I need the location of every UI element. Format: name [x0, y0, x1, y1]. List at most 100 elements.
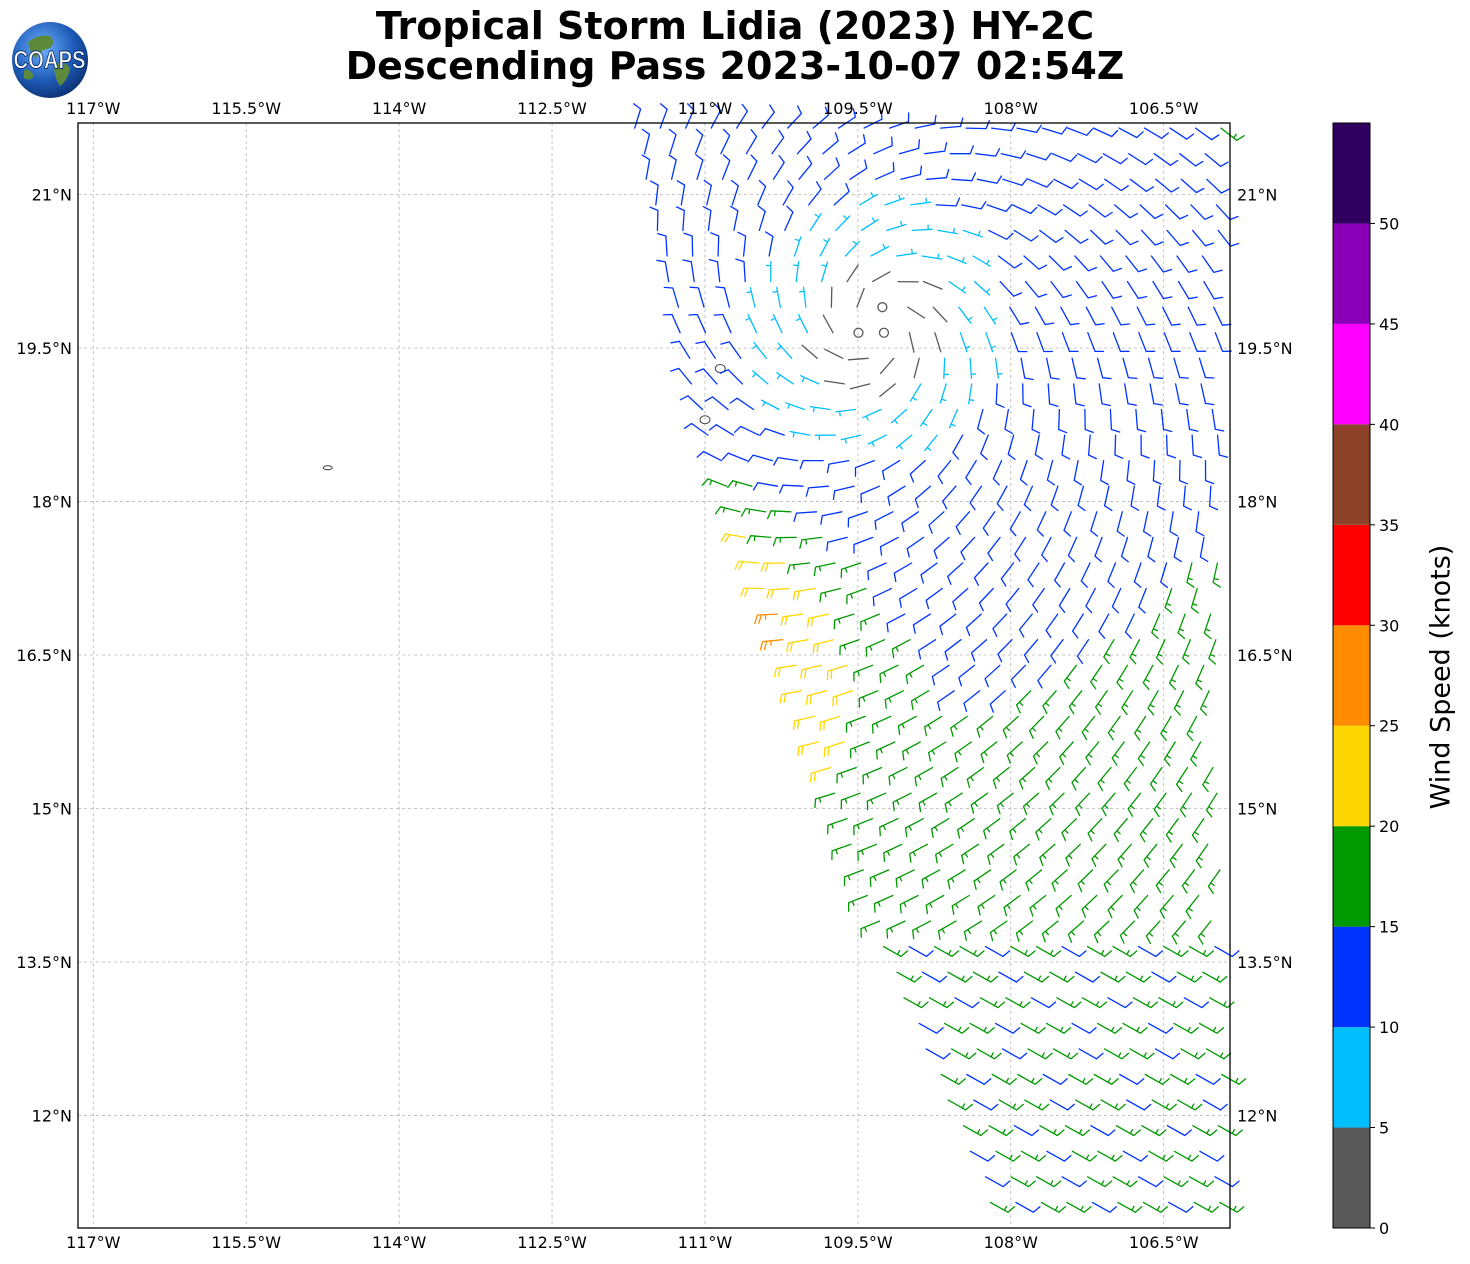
wind-barb	[1156, 485, 1166, 511]
wind-barb	[965, 459, 977, 486]
wind-barb	[745, 313, 758, 334]
wind-barb	[1078, 1048, 1104, 1060]
wind-barb	[715, 506, 741, 515]
wind-barb	[1137, 741, 1151, 767]
wind-barb	[860, 920, 881, 938]
wind-barb	[1101, 280, 1123, 299]
wind-barb	[962, 1125, 989, 1137]
wind-barb	[1029, 894, 1047, 917]
wind-barb	[903, 997, 929, 1009]
wind-barb	[1066, 1201, 1092, 1213]
wind-barb	[1058, 408, 1068, 434]
wind-barb	[735, 258, 746, 283]
wind-barb	[1126, 1099, 1152, 1111]
wind-barb	[1009, 818, 1026, 841]
wind-barb	[780, 613, 804, 626]
wind-barb	[847, 894, 868, 912]
wind-barb	[1206, 178, 1230, 194]
wind-barb	[1076, 639, 1090, 664]
wind-barb	[1150, 255, 1173, 273]
wind-barb	[1002, 177, 1028, 186]
wind-barb	[1020, 1150, 1047, 1162]
wind-barb	[1195, 843, 1209, 869]
wind-barb	[1120, 536, 1129, 563]
wind-barb	[1147, 357, 1164, 379]
lon-tick-label-bottom: 106.5°W	[1129, 1233, 1199, 1252]
wind-barb	[1158, 997, 1184, 1009]
wind-barb	[708, 258, 721, 283]
wind-barb	[1063, 664, 1078, 690]
wind-barb	[773, 664, 797, 678]
wind-barb	[1116, 511, 1125, 537]
wind-barb	[839, 639, 860, 656]
wind-barb	[891, 639, 911, 659]
wind-barb-calm	[877, 302, 888, 313]
wind-barb	[976, 1048, 1002, 1060]
wind-barb	[984, 945, 1011, 958]
axis-labels: 117°W 117°W 115.5°W 115.5°W 114°W 114°W 112.5°…	[16, 99, 1292, 1252]
wind-barb	[1155, 178, 1180, 193]
wind-barb	[1180, 178, 1205, 194]
wind-barb	[1202, 1099, 1228, 1111]
wind-barb	[805, 485, 830, 497]
wind-barb	[918, 1022, 944, 1034]
wind-barb	[925, 1048, 951, 1060]
wind-barb	[702, 205, 712, 232]
wind-barb	[1061, 818, 1077, 842]
wind-barb	[1124, 613, 1135, 639]
wind-barb	[649, 206, 659, 232]
wind-barb	[928, 741, 947, 762]
wind-barb	[1010, 332, 1028, 353]
wind-barb	[1189, 332, 1207, 353]
wind-barb	[1191, 818, 1205, 843]
wind-barb	[1077, 869, 1094, 893]
wind-barb	[984, 1176, 1011, 1188]
wind-barb	[865, 639, 886, 657]
lon-tick-label-bottom: 111°W	[678, 1233, 733, 1252]
wind-barb	[657, 232, 668, 257]
wind-barb	[940, 766, 959, 788]
wind-barb	[1087, 332, 1105, 353]
wind-barb	[1074, 255, 1097, 272]
wind-barb	[1027, 178, 1054, 188]
wind-barb	[976, 715, 994, 738]
wind-barb	[961, 201, 987, 210]
colorbar-frame	[1332, 122, 1371, 1229]
wind-barb	[1178, 459, 1189, 485]
wind-barb	[1165, 818, 1179, 843]
wind-barb	[752, 341, 767, 359]
wind-barb	[921, 253, 943, 260]
wind-barb	[1163, 741, 1176, 767]
wind-barb	[1163, 1176, 1189, 1188]
wind-barb	[958, 664, 976, 687]
wind-barb	[1112, 1176, 1138, 1188]
wind-barb	[1099, 255, 1123, 272]
wind-barb	[823, 157, 840, 180]
grid-lines	[78, 123, 1230, 1228]
wind-barb	[954, 741, 972, 763]
wind-barb	[1123, 766, 1138, 792]
wind-barb	[776, 372, 794, 385]
wind-barb	[1138, 332, 1156, 353]
wind-barb	[757, 205, 766, 232]
wind-barb	[713, 313, 732, 334]
wind-barb	[1064, 229, 1089, 244]
wind-barb	[1177, 613, 1186, 640]
wind-barb	[1124, 383, 1137, 406]
wind-barb	[1164, 204, 1189, 220]
wind-barb	[901, 511, 920, 533]
wind-barb	[641, 128, 651, 155]
wind-barb	[944, 792, 963, 813]
wind-barb	[1182, 485, 1192, 511]
wind-barb	[912, 613, 931, 634]
wind-barb	[1217, 229, 1240, 247]
wind-barb	[1138, 587, 1147, 614]
wind-barb	[1173, 1150, 1199, 1162]
wind-barb	[989, 690, 1006, 713]
wind-barb	[1009, 511, 1021, 537]
wind-barb	[874, 162, 895, 180]
wind-barb	[766, 510, 792, 520]
wind-barb	[1011, 204, 1038, 215]
wind-barb	[1191, 434, 1203, 459]
wind-barb	[832, 690, 853, 707]
